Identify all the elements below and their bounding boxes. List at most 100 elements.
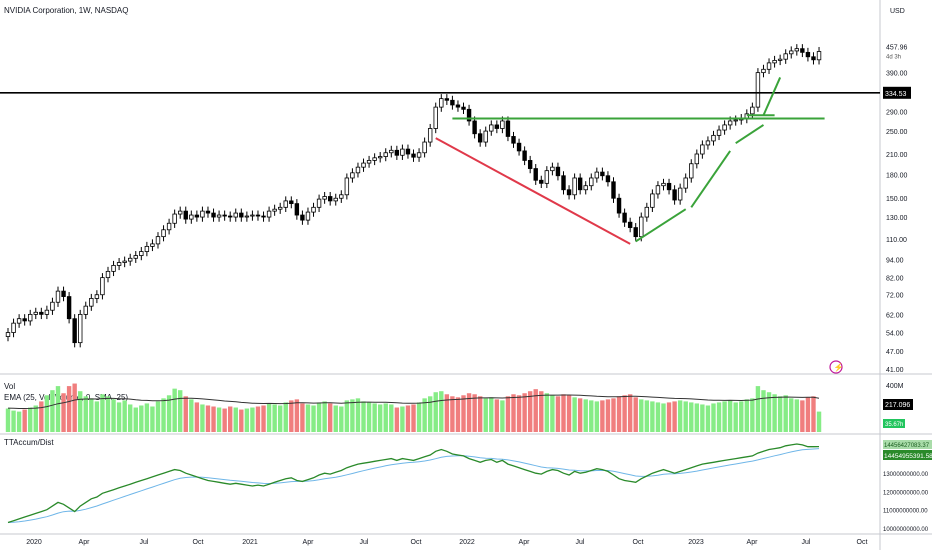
volume-panel-title: Vol <box>4 382 16 391</box>
candle-down <box>450 99 455 106</box>
candle-up <box>755 72 761 108</box>
volume-bar <box>527 391 533 432</box>
candle-down <box>327 196 333 202</box>
volume-bar <box>716 402 722 432</box>
volume-bar <box>333 405 338 432</box>
volume-bar <box>78 391 83 432</box>
volume-bar <box>650 401 655 432</box>
volume-bar <box>805 397 811 432</box>
volume-bar <box>766 392 772 432</box>
candle-down <box>805 51 811 58</box>
candle-up <box>283 200 288 208</box>
volume-bar <box>727 400 733 432</box>
volume-bar <box>800 400 805 432</box>
candle-up <box>28 313 33 322</box>
volume-bar <box>16 411 22 432</box>
volume-bar <box>155 401 161 432</box>
volume-bar <box>777 396 783 432</box>
volume-bar <box>377 404 383 432</box>
candle-down <box>666 182 672 191</box>
candle-up <box>650 193 655 208</box>
volume-ema-line <box>7 394 820 409</box>
candle-up <box>94 294 100 299</box>
volume-bar <box>361 401 366 432</box>
price-tick-label: 72.00 <box>886 293 904 300</box>
candle-down <box>461 106 466 110</box>
level-price-badge <box>883 86 911 99</box>
volume-bar <box>689 402 694 432</box>
volume-bar <box>789 398 794 432</box>
countdown-text: 4d 3h <box>886 55 901 61</box>
candle-up <box>78 313 83 344</box>
candle-up <box>216 214 222 218</box>
volume-bar <box>178 390 183 432</box>
uptrend-line <box>762 77 782 116</box>
volume-bar <box>572 397 577 432</box>
candle-up <box>311 206 316 213</box>
candle-up <box>377 156 383 159</box>
candle-down <box>505 120 511 137</box>
volume-bar <box>261 405 266 432</box>
price-tick-label: 390.00 <box>886 71 908 78</box>
candle-up <box>400 148 405 156</box>
accum-value-badge <box>883 440 932 449</box>
accum-ma-line <box>7 448 820 523</box>
candle-down <box>566 189 572 196</box>
candle-down <box>300 214 305 221</box>
volume-bar <box>5 408 11 432</box>
candle-up <box>550 166 555 172</box>
candle-down <box>255 214 261 217</box>
candle-up <box>144 245 150 252</box>
candle-down <box>261 215 266 218</box>
volume-bar <box>11 410 16 432</box>
volume-bar <box>44 395 50 432</box>
candle-up <box>433 106 438 129</box>
candle-down <box>672 189 677 201</box>
candle-up <box>155 236 161 245</box>
volume-bar <box>733 402 738 432</box>
time-tick-label: Jul <box>360 539 369 546</box>
accum-line <box>7 443 820 524</box>
time-tick-label: 2023 <box>688 539 704 546</box>
price-tick-label: 41.00 <box>886 367 904 374</box>
candle-up <box>33 311 38 315</box>
volume-bar <box>616 396 622 432</box>
candle-up <box>694 153 700 165</box>
volume-bar <box>627 394 633 432</box>
volume-bar <box>111 399 116 432</box>
volume-bar <box>66 386 72 432</box>
volume-bar <box>405 405 411 432</box>
candle-down <box>622 212 627 223</box>
volume-bar <box>477 396 483 432</box>
candle-up <box>83 305 88 315</box>
candle-up <box>372 157 377 161</box>
price-tick-label: 110.00 <box>886 237 907 244</box>
candle-up <box>350 172 355 179</box>
volume-bar <box>433 392 438 432</box>
accum-axis-label: 11000000000.00 <box>883 509 928 515</box>
candle-down <box>600 171 605 177</box>
volume-bar <box>250 407 255 432</box>
candle-up <box>589 177 594 187</box>
accum-axis-label: 12000000000.00 <box>883 490 929 496</box>
volume-bar <box>172 388 177 432</box>
volume-bar <box>83 396 88 432</box>
volume-bar <box>122 400 127 432</box>
candle-up <box>166 222 172 231</box>
candle-down <box>494 124 500 129</box>
uptrend-line <box>635 208 687 243</box>
volume-ema-text: 35.67h <box>885 422 903 428</box>
volume-bar <box>416 402 422 432</box>
candle-down <box>605 175 611 183</box>
volume-bar <box>544 393 550 432</box>
volume-bar <box>272 404 277 432</box>
candle-up <box>700 144 705 155</box>
candle-up <box>416 152 422 158</box>
candle-up <box>422 141 427 154</box>
volume-bar <box>450 396 455 432</box>
volume-bar <box>389 404 394 432</box>
candle-up <box>355 166 361 174</box>
candle-down <box>72 318 77 344</box>
volume-bar <box>372 403 377 432</box>
